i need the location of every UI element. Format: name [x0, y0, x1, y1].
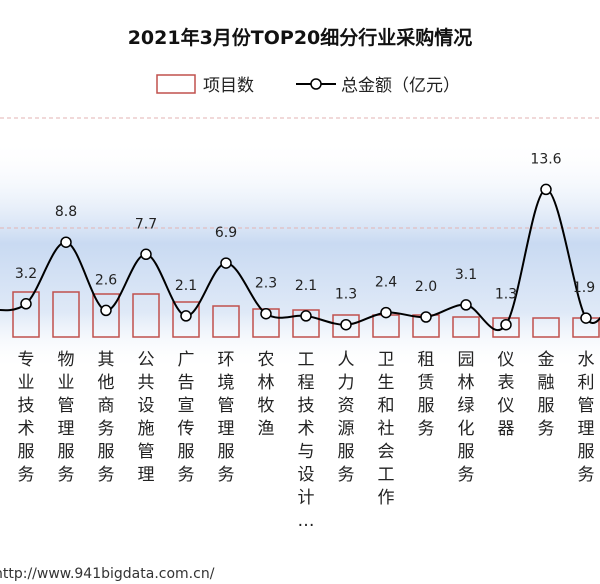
data-label: 1.3 [335, 287, 357, 303]
gridlines [0, 117, 600, 229]
line-point [60, 236, 72, 248]
category-label: 农林牧渔 [258, 350, 275, 439]
line-point [500, 318, 512, 331]
data-labels: 3.2 8.8 2.6 7.7 2.1 6.9 2.3 2.1 1.3 2.4 2.0 3.1 1.3 1… [15, 151, 595, 302]
category-label: 广告宣传服务 [178, 350, 195, 485]
data-label: 7.7 [135, 216, 157, 232]
category-label: 仪表仪器 [498, 350, 515, 439]
data-label: 2.1 [295, 278, 317, 294]
data-label: 2.0 [415, 279, 437, 295]
legend: 项目数 总金额（亿元） [156, 74, 460, 96]
legend-line-marker [310, 78, 322, 90]
bar [332, 314, 360, 338]
bar [92, 293, 120, 338]
category-label: 租赁服务 [418, 350, 435, 439]
category-label: 水利管理服务 [578, 350, 595, 485]
data-label: 2.4 [375, 275, 397, 291]
data-label: 1.3 [495, 287, 517, 303]
category-label: 专业技术服务 [18, 350, 35, 485]
line-point [300, 310, 312, 322]
data-label: 2.3 [255, 276, 277, 292]
data-label: 1.9 [573, 280, 595, 296]
legend-bar-label: 项目数 [203, 76, 254, 96]
bar [52, 291, 80, 338]
line-point [20, 298, 32, 310]
data-label: 8.8 [55, 204, 77, 220]
legend-bar-swatch [156, 74, 196, 94]
data-label: 2.6 [95, 272, 117, 288]
bar [12, 291, 40, 338]
bar [172, 301, 200, 338]
line-point [540, 183, 552, 196]
line-point [180, 310, 192, 322]
watermark: http://www.941bigdata.com.cn/ [0, 566, 215, 582]
line-point [460, 299, 472, 311]
bar [532, 317, 560, 338]
category-labels: 专业技术服务 物业管理服务 其他商务服务 公共设施管理 广告宣传服务 环境管理服务 农林牧渔… [18, 350, 595, 531]
line-point [420, 311, 432, 323]
data-label: 13.6 [530, 151, 561, 167]
line-point [340, 318, 352, 331]
line-point [100, 304, 112, 317]
category-label: 公共设施管理 [138, 350, 155, 485]
data-label: 2.1 [175, 278, 197, 294]
category-label: 环境管理服务 [218, 350, 235, 485]
chart-title: 2021年3月份TOP20细分行业采购情况 [128, 26, 473, 49]
bar [132, 293, 160, 338]
line-point [580, 312, 592, 324]
data-label: 3.2 [15, 266, 37, 282]
data-label: 3.1 [455, 267, 477, 283]
category-label: 人力资源服务 [338, 350, 355, 485]
data-label: 6.9 [215, 225, 237, 241]
line-point [140, 248, 152, 261]
line-point [380, 306, 392, 319]
line-point [260, 307, 272, 320]
bar [452, 316, 480, 338]
category-label: 园林绿化服务 [458, 350, 475, 485]
category-label: 物业管理服务 [58, 350, 75, 485]
category-label: 其他商务服务 [98, 350, 115, 485]
line-point [220, 257, 232, 269]
bar [292, 309, 320, 338]
background-band [0, 140, 600, 370]
category-label: 工程技术与设计… [298, 350, 315, 531]
category-label: 金融服务 [538, 350, 555, 439]
legend-line-label: 总金额（亿元） [341, 76, 460, 96]
category-label: 卫生和社会工作 [378, 350, 395, 508]
line-series [0, 183, 600, 332]
bar [212, 305, 240, 338]
